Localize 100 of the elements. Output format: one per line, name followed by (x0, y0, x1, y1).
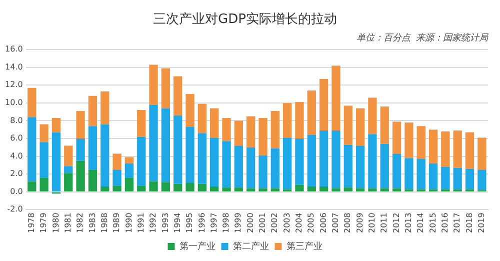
y-tick-label: 8.0 (10, 116, 23, 125)
x-tick-label: 1992 (148, 212, 158, 233)
bar (270, 110, 280, 148)
bar (40, 178, 48, 192)
bar (64, 173, 73, 192)
bar (52, 132, 61, 192)
bar (28, 88, 36, 118)
legend-label: 第一产业 (179, 240, 216, 252)
x-tick-label: 2004 (294, 212, 304, 233)
bar (222, 118, 231, 142)
x-tick-label: 2019 (476, 212, 486, 233)
bar (234, 187, 243, 192)
bar (28, 181, 36, 192)
bar (441, 131, 450, 167)
x-tick-label: 1998 (222, 212, 231, 233)
y-tick-label: 16.0 (5, 44, 23, 54)
x-tick-label: 2000 (246, 212, 255, 233)
bar (210, 108, 219, 138)
bar (112, 186, 122, 192)
x-tick-label: 2008 (343, 212, 352, 233)
bar (246, 188, 256, 192)
bar (124, 157, 134, 164)
x-tick-label: 2007 (331, 212, 340, 233)
bar (392, 188, 402, 192)
bar (319, 78, 328, 131)
bar (76, 138, 85, 161)
y-tick-label: -2.0 (7, 204, 23, 214)
bar (282, 102, 292, 138)
bar (100, 91, 110, 124)
x-tick-label: 1983 (88, 212, 97, 233)
x-tick-label: 2009 (355, 212, 364, 233)
bar (307, 134, 316, 187)
y-tick-label: 4.0 (10, 151, 23, 160)
x-tick-label: 1999 (234, 212, 243, 233)
bar (441, 166, 450, 190)
bar (76, 110, 85, 139)
x-tick-label: 1979 (39, 212, 48, 233)
x-tick-label: 1994 (172, 212, 182, 233)
x-tick-label: 2016 (440, 212, 450, 233)
bar (100, 124, 110, 187)
bar (100, 186, 110, 192)
bar (198, 133, 207, 184)
x-tick-label: 1990 (124, 212, 134, 233)
bar (392, 122, 402, 154)
bar (416, 158, 426, 190)
x-tick-label: 1996 (197, 212, 206, 233)
chart-title: 三次产业对GDP实际增长的拉动 (153, 12, 337, 28)
x-tick-label: 2010 (368, 212, 377, 233)
x-tick-label: 1988 (100, 212, 109, 233)
bar (295, 138, 304, 185)
bar (246, 116, 256, 148)
bar (186, 126, 194, 183)
bar (270, 148, 280, 188)
bar (186, 94, 194, 127)
bar (64, 166, 73, 174)
y-tick-label: 10.0 (5, 98, 23, 108)
bar (210, 186, 219, 192)
bar (478, 170, 486, 190)
bar (380, 106, 389, 144)
x-tick-label: 2015 (428, 212, 438, 233)
legend-label: 第二产业 (232, 240, 269, 252)
bar (174, 184, 182, 192)
bar (453, 130, 462, 168)
bar (404, 122, 414, 158)
y-tick-label: 14.0 (5, 62, 23, 72)
x-tick-label: 1995 (185, 212, 194, 233)
bar (137, 136, 146, 186)
bar (246, 147, 256, 188)
bar (258, 188, 268, 192)
bar (198, 104, 207, 134)
bar (137, 186, 146, 192)
bar (258, 118, 268, 156)
x-tick-label: 1993 (160, 212, 170, 233)
bar (465, 132, 474, 169)
bar (270, 188, 280, 192)
bar (198, 184, 207, 192)
bar (428, 130, 438, 164)
bar (295, 102, 304, 139)
bar (319, 186, 328, 192)
x-tick-label: 2001 (258, 212, 268, 233)
bar (161, 68, 170, 108)
bar (307, 90, 316, 135)
bar (88, 170, 98, 192)
bar (380, 188, 389, 192)
x-tick-label: 2011 (380, 212, 389, 233)
bar (234, 146, 243, 188)
bar (404, 158, 414, 190)
bar (453, 168, 462, 190)
bar (319, 130, 328, 187)
bar (112, 154, 122, 170)
bar (282, 138, 292, 190)
bar (161, 182, 170, 192)
x-tick-label: 1997 (209, 212, 218, 233)
x-tick-label: 2017 (452, 212, 462, 233)
bar (356, 146, 365, 188)
bar (368, 98, 377, 134)
bar (28, 117, 36, 182)
x-tick-label: 1991 (136, 212, 146, 233)
bar (356, 108, 365, 146)
bar (186, 182, 194, 192)
